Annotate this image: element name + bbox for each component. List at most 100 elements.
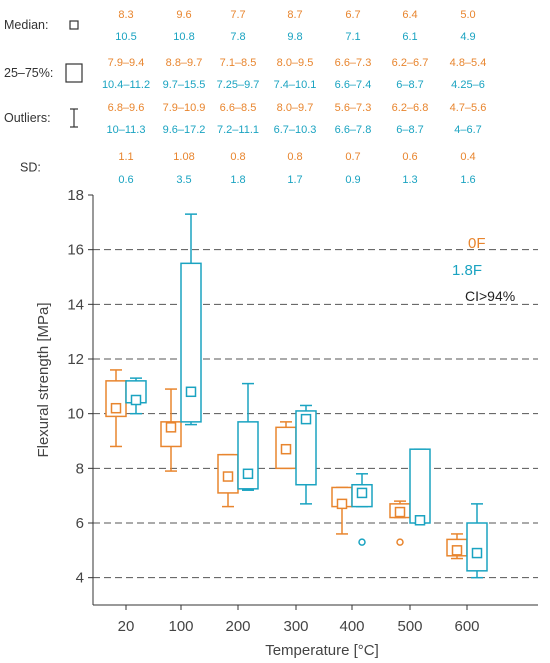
table-value-sd-teal: 1.6 — [460, 174, 475, 186]
table-value-median-teal: 7.8 — [230, 31, 245, 43]
outlier-point — [358, 538, 366, 546]
row-label-median: Median: — [4, 18, 48, 32]
iqr-box — [466, 522, 488, 572]
mean-marker — [165, 422, 177, 433]
y-tick-label: 18 — [67, 187, 84, 204]
table-value-outliers-orange: 8.0–9.7 — [277, 102, 314, 114]
x-tick-label: 300 — [283, 618, 308, 635]
box-plot-1-8f-20 — [125, 377, 147, 415]
mean-marker — [414, 515, 426, 526]
table-value-iqr-teal: 10.4–11.2 — [102, 79, 150, 91]
table-value-outliers-orange: 6.6–8.5 — [220, 102, 257, 114]
iqr-box — [180, 262, 202, 423]
table-value-median-orange: 9.6 — [176, 9, 191, 21]
mean-marker — [242, 468, 254, 480]
box-plot-0f-500 — [389, 500, 411, 546]
y-tick-label: 16 — [67, 242, 84, 259]
table-value-outliers-teal: 4–6.7 — [454, 124, 482, 136]
mean-marker — [222, 471, 234, 482]
y-axis-title: Flexural strength [MPa] — [35, 302, 52, 457]
x-tick-label: 500 — [397, 618, 422, 635]
table-value-outliers-orange: 4.7–5.6 — [450, 102, 487, 114]
mean-marker — [356, 487, 368, 499]
table-value-median-teal: 10.8 — [173, 31, 194, 43]
y-tick-label: 8 — [76, 460, 84, 477]
y-tick-label: 12 — [67, 351, 84, 368]
y-tick-label: 6 — [76, 515, 84, 532]
table-value-sd-teal: 3.5 — [176, 174, 191, 186]
row-label-sd: SD: — [20, 161, 41, 175]
x-tick-label: 600 — [454, 618, 479, 635]
table-value-median-teal: 6.1 — [402, 31, 417, 43]
mean-marker — [336, 498, 348, 510]
table-value-outliers-orange: 6.8–9.6 — [108, 102, 145, 114]
table-value-outliers-teal: 6.7–10.3 — [274, 124, 317, 136]
iqr-box — [409, 448, 431, 524]
table-value-median-orange: 7.7 — [230, 9, 245, 21]
table-value-median-orange: 6.4 — [402, 9, 417, 21]
table-value-sd-teal: 1.8 — [230, 174, 245, 186]
table-value-sd-orange: 0.8 — [230, 151, 245, 163]
mean-marker — [300, 413, 312, 425]
y-tick-label: 14 — [67, 296, 84, 313]
table-value-outliers-orange: 6.2–6.8 — [392, 102, 429, 114]
table-value-outliers-teal: 9.6–17.2 — [163, 124, 206, 136]
summary-table: Median: 8.3 9.6 7.7 8.7 6.7 6.4 5.0 10.5 10.8 7.8 9… — [4, 9, 486, 186]
x-tick-label: 200 — [225, 618, 250, 635]
table-value-iqr-orange: 4.8–5.4 — [450, 57, 487, 69]
row-label-iqr: 25–75%: — [4, 66, 53, 80]
table-value-median-orange: 8.7 — [287, 9, 302, 21]
table-value-iqr-orange: 8.0–9.5 — [277, 57, 314, 69]
box-plot-1-8f-600 — [466, 503, 488, 579]
table-value-sd-teal: 0.9 — [345, 174, 360, 186]
table-value-iqr-orange: 8.8–9.7 — [166, 57, 203, 69]
table-value-median-orange: 8.3 — [118, 9, 133, 21]
mean-marker — [394, 506, 406, 518]
table-value-iqr-teal: 6–8.7 — [396, 79, 424, 91]
y-tick-label: 10 — [67, 406, 84, 423]
table-value-iqr-teal: 9.7–15.5 — [163, 79, 206, 91]
table-value-outliers-teal: 6–8.7 — [396, 124, 424, 136]
box-plot-1-8f-200 — [237, 382, 259, 491]
box-plot-1-8f-400 — [351, 473, 373, 546]
table-value-sd-orange: 1.08 — [173, 151, 194, 163]
y-tick-label: 4 — [76, 570, 84, 587]
table-value-iqr-teal: 6.6–7.4 — [335, 79, 372, 91]
box-plot-1-8f-500 — [409, 448, 431, 526]
legend-entry-0f: 0F — [468, 235, 486, 252]
table-value-sd-teal: 0.6 — [118, 174, 133, 186]
table-value-iqr-orange: 7.9–9.4 — [108, 57, 145, 69]
table-value-median-orange: 5.0 — [460, 9, 475, 21]
mean-marker — [185, 386, 197, 398]
table-value-median-teal: 9.8 — [287, 31, 302, 43]
x-tick-label: 400 — [339, 618, 364, 635]
outlier-point — [396, 538, 404, 546]
box-plot-1-8f-100 — [180, 213, 202, 426]
x-axis-title: Temperature [°C] — [265, 642, 379, 659]
table-value-iqr-teal: 7.4–10.1 — [274, 79, 317, 91]
x-tick-label: 20 — [118, 618, 135, 635]
table-value-sd-orange: 0.4 — [460, 151, 475, 163]
table-value-median-teal: 7.1 — [345, 31, 360, 43]
table-value-iqr-orange: 6.2–6.7 — [392, 57, 429, 69]
mean-marker — [280, 443, 292, 455]
mean-marker — [130, 394, 142, 406]
legend-entry-1-8f: 1.8F — [452, 262, 482, 279]
box-plot-0f-20 — [105, 369, 127, 448]
table-value-median-teal: 10.5 — [115, 31, 136, 43]
table-value-median-teal: 4.9 — [460, 31, 475, 43]
table-value-outliers-teal: 7.2–11.1 — [217, 124, 259, 136]
table-value-iqr-teal: 4.25–6 — [451, 79, 485, 91]
small-square-icon — [69, 20, 79, 30]
box-plots — [105, 213, 488, 579]
table-value-sd-orange: 1.1 — [118, 151, 133, 163]
box-plot-1-8f-300 — [295, 404, 317, 505]
table-value-sd-orange: 0.6 — [402, 151, 417, 163]
mean-marker — [471, 547, 483, 559]
table-value-outliers-orange: 7.9–10.9 — [163, 102, 206, 114]
table-value-iqr-orange: 7.1–8.5 — [220, 57, 257, 69]
box-plot-0f-100 — [160, 388, 182, 472]
table-value-median-orange: 6.7 — [345, 9, 360, 21]
iqr-box — [295, 410, 317, 486]
